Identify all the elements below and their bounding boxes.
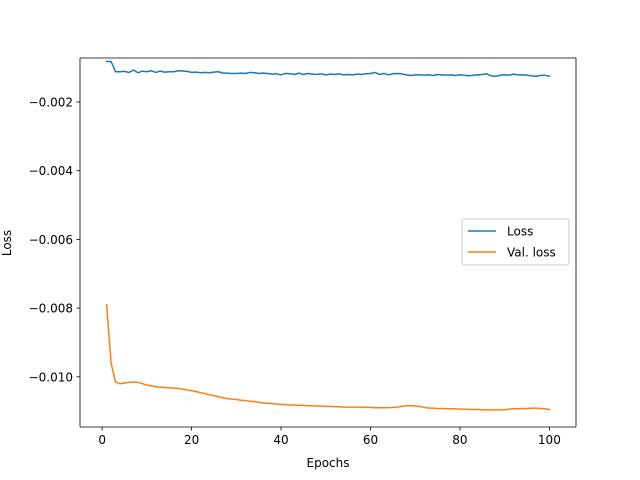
legend: Loss Val. loss bbox=[461, 218, 570, 266]
axes-frame bbox=[79, 57, 577, 428]
x-axis-ticks: 0 20 40 60 80 100 bbox=[98, 427, 561, 447]
x-tick-label: 40 bbox=[273, 433, 288, 447]
legend-label-val-loss: Val. loss bbox=[507, 246, 556, 260]
y-axis-ticks: −0.002 −0.004 −0.006 −0.008 −0.010 bbox=[29, 95, 80, 384]
series-line-val-loss bbox=[105, 303, 551, 411]
series-line-loss bbox=[105, 60, 551, 78]
y-axis-label: Loss bbox=[0, 230, 14, 256]
legend-label-loss: Loss bbox=[507, 225, 533, 239]
x-tick-label: 60 bbox=[363, 433, 378, 447]
y-tick-label: −0.004 bbox=[29, 164, 73, 178]
y-tick-label: −0.006 bbox=[29, 233, 73, 247]
series-layer bbox=[105, 60, 551, 411]
y-tick-label: −0.008 bbox=[29, 302, 73, 316]
x-tick-label: 100 bbox=[538, 433, 561, 447]
x-tick-label: 20 bbox=[184, 433, 199, 447]
x-axis-label: Epochs bbox=[307, 456, 350, 470]
x-tick-label: 80 bbox=[452, 433, 467, 447]
y-tick-label: −0.010 bbox=[29, 370, 73, 384]
x-tick-label: 0 bbox=[98, 433, 106, 447]
y-tick-label: −0.002 bbox=[29, 95, 73, 109]
